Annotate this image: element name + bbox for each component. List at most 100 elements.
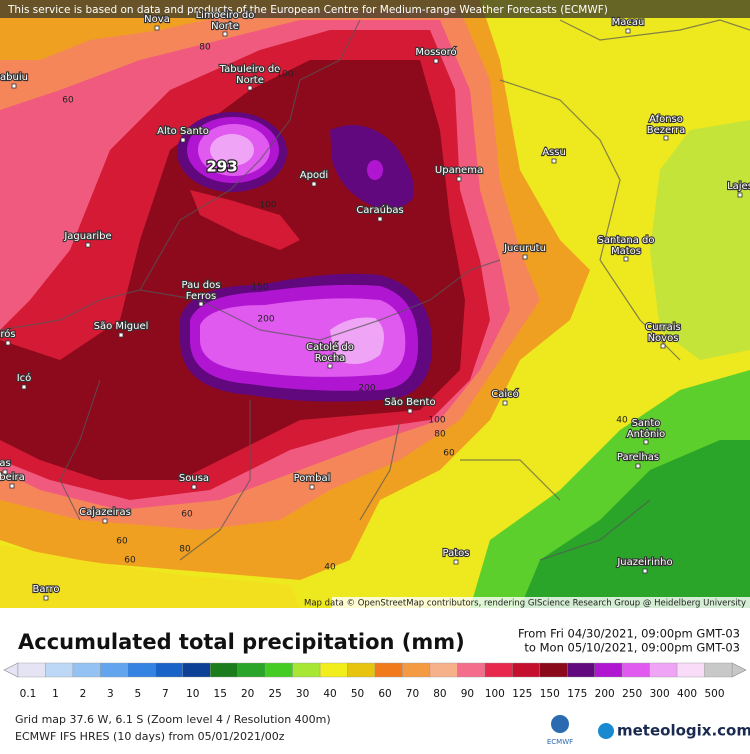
legend-swatch: [72, 662, 101, 678]
city-label: Upanema: [435, 165, 483, 176]
city-dot: [643, 439, 649, 445]
city-label: Assu: [542, 147, 566, 158]
city-label: Macau: [612, 17, 645, 28]
city-label: São Bento: [384, 397, 435, 408]
legend-swatch: [621, 662, 650, 678]
city-dot: [198, 301, 204, 307]
city-label: Catolé do Rocha: [306, 341, 354, 364]
legend-swatch: [402, 662, 431, 678]
legend-swatch: [594, 662, 623, 678]
legend-label: 5: [135, 688, 142, 700]
city-label: Currais Novos: [645, 322, 680, 344]
city-label: São Miguel: [94, 321, 149, 332]
legend-swatch: [676, 662, 705, 678]
legend-label: 300: [650, 688, 670, 700]
brand-logo: [598, 723, 614, 739]
city-label: Apodi: [300, 170, 328, 181]
city-dot: [625, 28, 631, 34]
city-dot: [309, 484, 315, 490]
legend-swatch: [319, 662, 348, 678]
contour-label: 60: [62, 96, 74, 106]
city-dot: [453, 559, 459, 565]
legend-label: 250: [622, 688, 642, 700]
legend-swatch: [264, 662, 293, 678]
city-dot: [247, 85, 253, 91]
legend-swatch: [292, 662, 321, 678]
max-value: 293: [206, 158, 237, 176]
city-dot: [502, 400, 508, 406]
city-dot: [154, 25, 160, 31]
city-label: Pombal: [294, 473, 331, 484]
city-label: Santo Antônio: [627, 418, 665, 440]
legend-label: 30: [296, 688, 309, 700]
city-dot: [660, 343, 666, 349]
city-label: Alto Santo: [157, 126, 209, 137]
legend-swatch: [429, 662, 458, 678]
city-dot: [407, 408, 413, 414]
legend-swatch: [182, 662, 211, 678]
city-dot: [21, 384, 27, 390]
contour-label: 40: [324, 563, 336, 573]
city-dot: [5, 340, 11, 346]
legend-label: 10: [186, 688, 199, 700]
legend-label: 0.1: [20, 688, 37, 700]
legend-swatch: [100, 662, 129, 678]
city-label: Sousa: [179, 473, 209, 484]
contour-label: 60: [443, 449, 455, 459]
legend-label: 7: [162, 688, 169, 700]
contour-label: 150: [251, 283, 268, 293]
legend-label: 50: [351, 688, 364, 700]
grid-info: Grid map 37.6 W, 6.1 S (Zoom level 4 / R…: [15, 713, 331, 726]
banner-bg: [0, 0, 750, 18]
city-label: Cajazeiras: [79, 507, 131, 518]
city-label: beira: [0, 472, 25, 483]
model-info: ECMWF IFS HRES (10 days) from 05/01/2021…: [15, 730, 285, 743]
city-label: Caraúbas: [356, 204, 403, 216]
city-label: Mossoró: [415, 46, 456, 58]
period-to: to Mon 05/10/2021, 09:00pm GMT-03: [524, 641, 740, 655]
contour-label: 60: [116, 537, 128, 547]
city-label: Icó: [17, 372, 32, 384]
city-dot: [222, 31, 228, 37]
city-dot: [663, 135, 669, 141]
legend-label: 125: [512, 688, 532, 700]
city-dot: [43, 595, 49, 601]
legend-title: Accumulated total precipitation (mm): [18, 630, 465, 654]
contour-label: 100: [259, 201, 276, 211]
legend-swatch: [17, 662, 46, 678]
city-label: Lajes: [727, 181, 750, 192]
legend-label: 400: [677, 688, 697, 700]
contour-label: 100: [276, 70, 293, 80]
city-dot: [9, 483, 15, 489]
city-dot: [2, 469, 8, 475]
city-label: Jaguaribe: [63, 231, 111, 242]
legend-swatch: [484, 662, 513, 678]
ecmwf-text: ECMWF: [547, 738, 573, 746]
city-dot: [522, 254, 528, 260]
legend-arrow-right: [731, 662, 747, 678]
legend-swatch: [237, 662, 266, 678]
city-dot: [737, 192, 743, 198]
city-label: as: [0, 458, 11, 469]
legend-swatch: [704, 662, 733, 678]
contour-label: 80: [199, 43, 211, 53]
city-label: Juazeirinho: [616, 557, 672, 568]
city-dot: [11, 83, 17, 89]
city-label: Tabuleiro do Norte: [219, 64, 281, 86]
legend-swatch: [374, 662, 403, 678]
city-dot: [180, 137, 186, 143]
attribution-bg: [332, 597, 750, 608]
legend-label: 60: [378, 688, 391, 700]
legend-label: 90: [461, 688, 474, 700]
city-label: Limoeiro do Norte: [196, 10, 255, 32]
city-label: rós: [0, 328, 15, 340]
city-dot: [456, 176, 462, 182]
legend-label: 100: [485, 688, 505, 700]
legend-swatch: [347, 662, 376, 678]
legend-label: 25: [268, 688, 281, 700]
city-label: Barro: [33, 584, 60, 595]
city-dot: [85, 242, 91, 248]
contour-label: 40: [616, 416, 628, 426]
city-dot: [551, 158, 557, 164]
